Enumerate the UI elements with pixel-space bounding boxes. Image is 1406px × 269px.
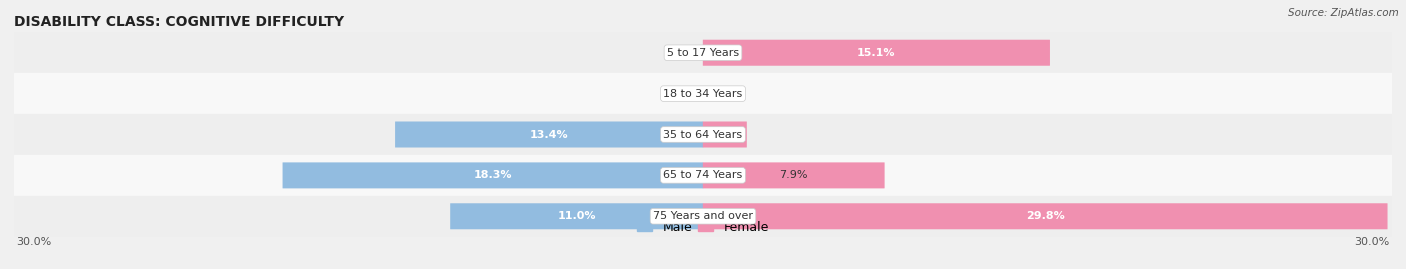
Legend: Male, Female: Male, Female: [633, 216, 773, 239]
FancyBboxPatch shape: [283, 162, 703, 188]
Text: 0.0%: 0.0%: [713, 89, 741, 99]
Text: 29.8%: 29.8%: [1026, 211, 1064, 221]
Text: DISABILITY CLASS: COGNITIVE DIFFICULTY: DISABILITY CLASS: COGNITIVE DIFFICULTY: [14, 15, 344, 29]
Text: 18.3%: 18.3%: [474, 170, 512, 180]
Text: 13.4%: 13.4%: [530, 129, 568, 140]
Text: 65 to 74 Years: 65 to 74 Years: [664, 170, 742, 180]
FancyBboxPatch shape: [703, 122, 747, 147]
Bar: [14, 32, 1392, 73]
Text: 7.9%: 7.9%: [779, 170, 808, 180]
Text: 15.1%: 15.1%: [858, 48, 896, 58]
Text: 30.0%: 30.0%: [17, 237, 52, 247]
FancyBboxPatch shape: [703, 162, 884, 188]
Text: 18 to 34 Years: 18 to 34 Years: [664, 89, 742, 99]
FancyBboxPatch shape: [450, 203, 703, 229]
Text: 35 to 64 Years: 35 to 64 Years: [664, 129, 742, 140]
FancyBboxPatch shape: [703, 203, 1388, 229]
Text: 11.0%: 11.0%: [557, 211, 596, 221]
Bar: [14, 155, 1392, 196]
Bar: [14, 196, 1392, 237]
Text: 5 to 17 Years: 5 to 17 Years: [666, 48, 740, 58]
Text: 0.0%: 0.0%: [665, 89, 693, 99]
Text: 75 Years and over: 75 Years and over: [652, 211, 754, 221]
Text: Source: ZipAtlas.com: Source: ZipAtlas.com: [1288, 8, 1399, 18]
FancyBboxPatch shape: [703, 40, 1050, 66]
FancyBboxPatch shape: [395, 122, 703, 147]
Text: 0.0%: 0.0%: [665, 48, 693, 58]
Text: 30.0%: 30.0%: [1354, 237, 1389, 247]
Text: 1.9%: 1.9%: [713, 129, 741, 140]
Bar: [14, 114, 1392, 155]
Bar: [14, 73, 1392, 114]
